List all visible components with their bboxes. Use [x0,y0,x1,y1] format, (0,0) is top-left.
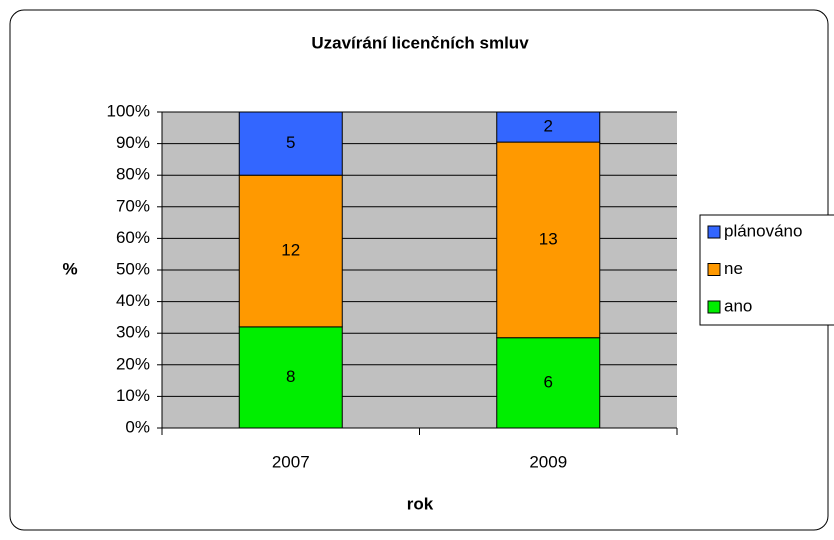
y-tick-label: 60% [116,228,150,247]
legend-swatch [707,300,721,314]
legend-swatch [707,263,721,276]
data-label: 6 [544,372,553,391]
y-tick-label: 0% [125,417,150,436]
y-tick-label: 50% [116,259,150,278]
bar-segment [496,337,601,429]
y-tick-label: 20% [116,354,150,373]
x-tick-label: 2007 [272,452,310,471]
legend-box [699,214,834,326]
legend-label: plánováno [724,221,802,240]
data-label: 8 [286,367,295,386]
bar-segment [238,174,343,328]
y-axis-label: % [62,259,77,278]
y-tick-label: 80% [116,165,150,184]
legend-label: ano [724,296,752,315]
y-tick-label: 70% [116,196,150,215]
x-tick-label: 2009 [529,452,567,471]
bar-segment [496,111,601,143]
y-tick-label: 90% [116,133,150,152]
legend-swatch [707,225,721,239]
bar-segment [496,141,601,339]
y-tick-label: 10% [116,386,150,405]
data-label: 13 [539,229,558,248]
y-tick-label: 30% [116,323,150,342]
chart-title: Uzavírání licenčních smluv [311,33,529,52]
bar-segment [238,326,343,429]
data-label: 12 [281,241,300,260]
x-axis-label: rok [407,494,434,513]
y-tick-label: 100% [107,101,150,120]
data-label: 2 [544,117,553,136]
data-label: 5 [286,133,295,152]
y-tick-label: 40% [116,291,150,310]
bar-segment [238,111,343,176]
legend-label: ne [724,259,743,278]
